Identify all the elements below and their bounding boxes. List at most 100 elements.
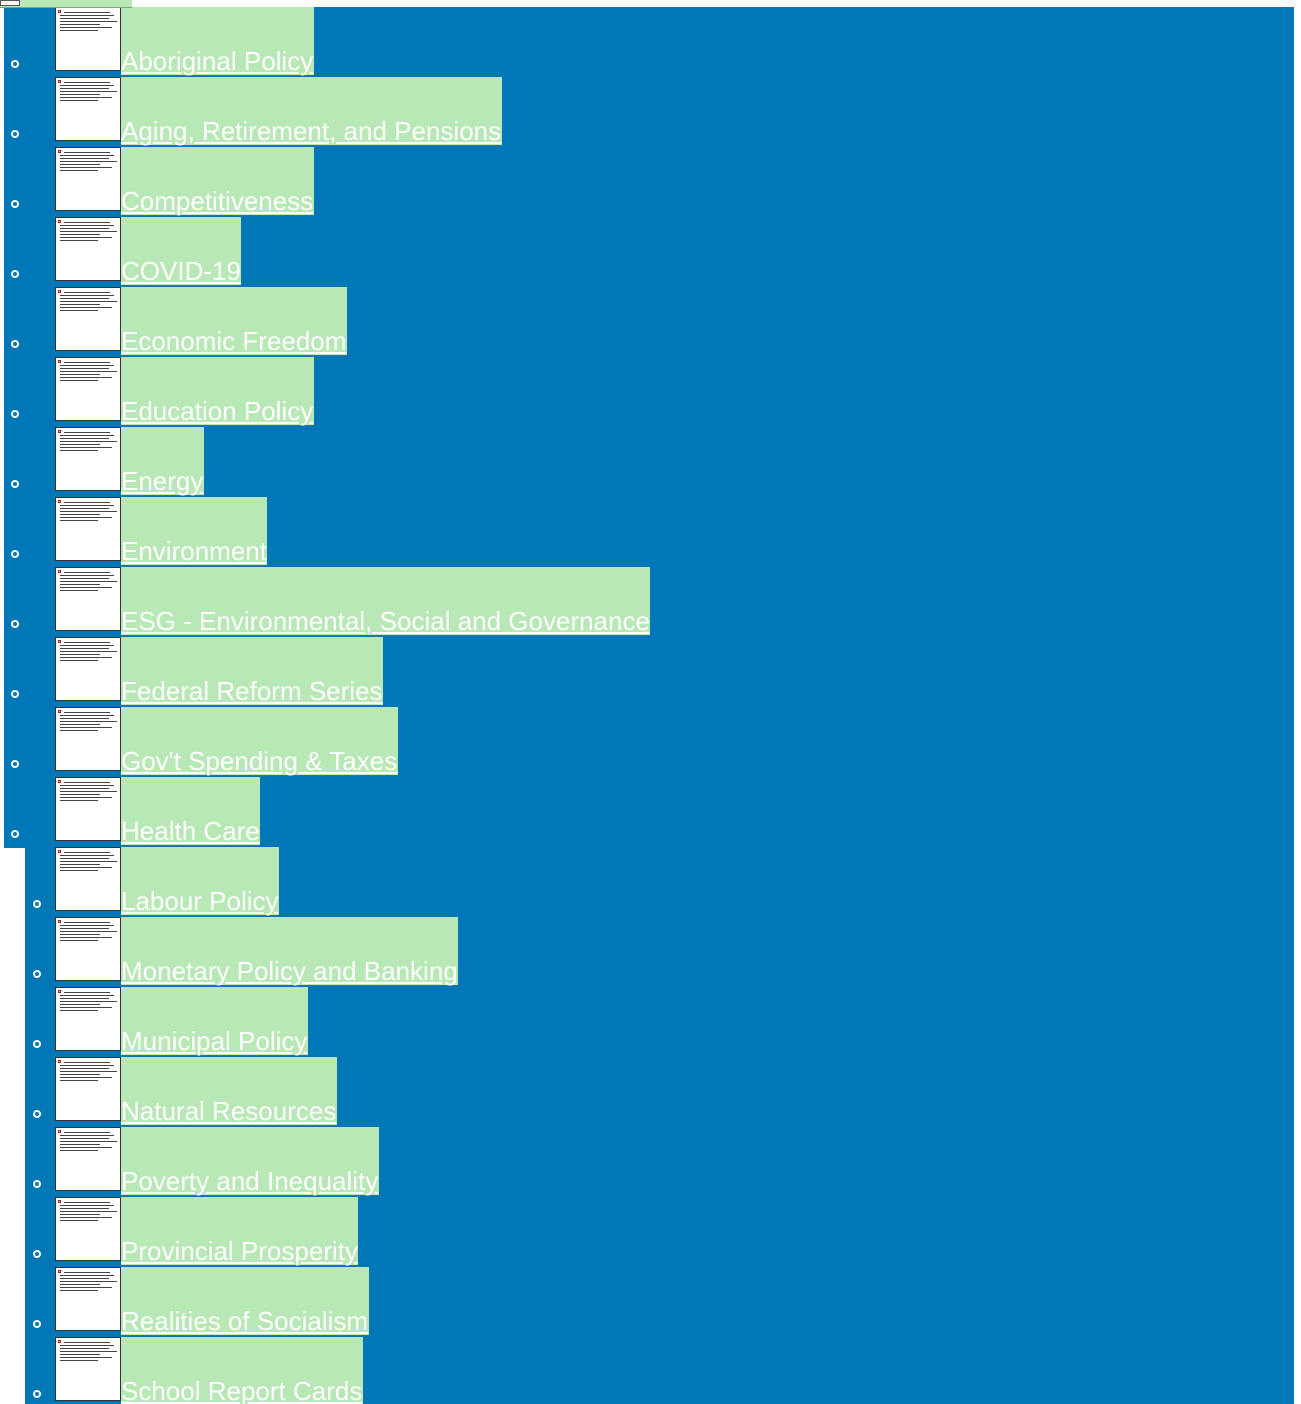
thumbnail-text-line	[60, 438, 109, 439]
topic-label: COVID-19	[121, 256, 241, 286]
thumbnail-text-line	[60, 301, 117, 302]
topic-label: Provincial Prosperity	[121, 1236, 358, 1266]
thumbnail-text-line	[64, 1342, 110, 1343]
circle-bullet-icon	[11, 620, 19, 628]
thumbnail-text-line	[60, 934, 100, 935]
thumbnail-text-line	[60, 578, 109, 579]
thumbnail-text-line	[60, 1357, 112, 1358]
thumbnail-mark	[58, 850, 61, 853]
thumbnail-text-line	[64, 572, 110, 573]
thumbnail-text-line	[60, 730, 98, 731]
circle-bullet-icon	[33, 1180, 41, 1188]
thumbnail-mark	[58, 220, 61, 223]
topic-item-labour-policy: Labour Policy	[0, 847, 1301, 917]
thumbnail-text-line	[60, 1074, 100, 1075]
topic-label-background	[121, 217, 241, 286]
thumbnail-text-line	[60, 21, 117, 22]
thumbnail-text-line	[60, 97, 112, 98]
thumbnail-text-line	[60, 654, 100, 655]
topic-item-natural-resources: Natural Resources	[0, 1057, 1301, 1127]
thumbnail-text-line	[60, 505, 114, 506]
thumbnail-text-line	[60, 1220, 98, 1221]
topic-thumbnail	[55, 357, 121, 421]
thumbnail-text-line	[60, 450, 98, 451]
topic-label-background	[121, 1197, 358, 1266]
thumbnail-text-line	[60, 1135, 114, 1136]
circle-bullet-icon	[11, 550, 19, 558]
thumbnail-mark	[58, 570, 61, 573]
circle-bullet-icon	[33, 900, 41, 908]
thumbnail-text-line	[60, 158, 109, 159]
thumbnail-text-line	[60, 1010, 98, 1011]
thumbnail-text-line	[60, 1077, 112, 1078]
thumbnail-text-line	[60, 1348, 109, 1349]
thumbnail-text-line	[60, 995, 114, 996]
thumbnail-text-line	[60, 727, 112, 728]
thumbnail-text-line	[60, 718, 109, 719]
topic-item-esg: ESG - Environmental, Social and Governan…	[0, 567, 1301, 637]
topic-thumbnail	[55, 217, 121, 281]
topic-label: Aging, Retirement, and Pensions	[121, 116, 502, 146]
thumbnail-mark	[58, 990, 61, 993]
thumbnail-text-line	[60, 1141, 117, 1142]
topic-thumbnail	[55, 1057, 121, 1121]
thumbnail-text-line	[60, 1150, 98, 1151]
circle-bullet-icon	[33, 1390, 41, 1398]
thumbnail-text-line	[60, 170, 98, 171]
thumbnail-text-line	[60, 310, 98, 311]
topic-label: Education Policy	[121, 396, 314, 426]
topic-label: Competitiveness	[121, 186, 314, 216]
thumbnail-text-line	[60, 435, 114, 436]
circle-bullet-icon	[11, 760, 19, 768]
topic-item-economic-freedom: Economic Freedom	[0, 287, 1301, 357]
topic-label-background	[121, 7, 314, 76]
thumbnail-text-line	[60, 447, 112, 448]
topic-thumbnail	[55, 777, 121, 841]
thumbnail-text-line	[60, 925, 114, 926]
thumbnail-text-line	[60, 1287, 112, 1288]
circle-bullet-icon	[11, 830, 19, 838]
thumbnail-text-line	[60, 167, 112, 168]
topic-label: Realities of Socialism	[121, 1306, 369, 1336]
thumbnail-text-line	[60, 785, 114, 786]
circle-bullet-icon	[11, 60, 19, 68]
thumbnail-text-line	[60, 88, 109, 89]
thumbnail-text-line	[60, 374, 100, 375]
topic-label-background	[121, 847, 279, 916]
thumbnail-text-line	[60, 520, 98, 521]
topic-item-govt-spending-taxes: Gov't Spending & Taxes	[0, 707, 1301, 777]
circle-bullet-icon	[33, 1040, 41, 1048]
thumbnail-text-line	[60, 800, 98, 801]
thumbnail-text-line	[60, 1217, 112, 1218]
thumbnail-text-line	[60, 1290, 98, 1291]
topic-item-aging-retirement-pensions: Aging, Retirement, and Pensions	[0, 77, 1301, 147]
thumbnail-text-line	[60, 940, 98, 941]
thumbnail-text-line	[64, 1062, 110, 1063]
thumbnail-text-line	[60, 1208, 109, 1209]
thumbnail-text-line	[60, 1284, 100, 1285]
thumbnail-text-line	[60, 100, 98, 101]
circle-bullet-icon	[11, 130, 19, 138]
thumbnail-text-line	[60, 228, 109, 229]
thumbnail-text-line	[60, 657, 112, 658]
thumbnail-text-line	[60, 1144, 100, 1145]
thumbnail-text-line	[60, 371, 117, 372]
thumbnail-text-line	[60, 1147, 112, 1148]
thumbnail-text-line	[64, 1202, 110, 1203]
topic-item-municipal-policy: Municipal Policy	[0, 987, 1301, 1057]
topic-label: Natural Resources	[121, 1096, 337, 1126]
topic-thumbnail	[55, 1127, 121, 1191]
thumbnail-text-line	[64, 432, 110, 433]
thumbnail-mark	[58, 1270, 61, 1273]
thumbnail-text-line	[60, 30, 98, 31]
thumbnail-text-line	[60, 1001, 117, 1002]
thumbnail-text-line	[60, 1205, 114, 1206]
thumbnail-text-line	[60, 867, 112, 868]
topic-item-education-policy: Education Policy	[0, 357, 1301, 427]
thumbnail-text-line	[60, 1354, 100, 1355]
thumbnail-mark	[58, 150, 61, 153]
topic-label: Labour Policy	[121, 886, 279, 916]
topic-label: Municipal Policy	[121, 1026, 308, 1056]
thumbnail-mark	[58, 710, 61, 713]
